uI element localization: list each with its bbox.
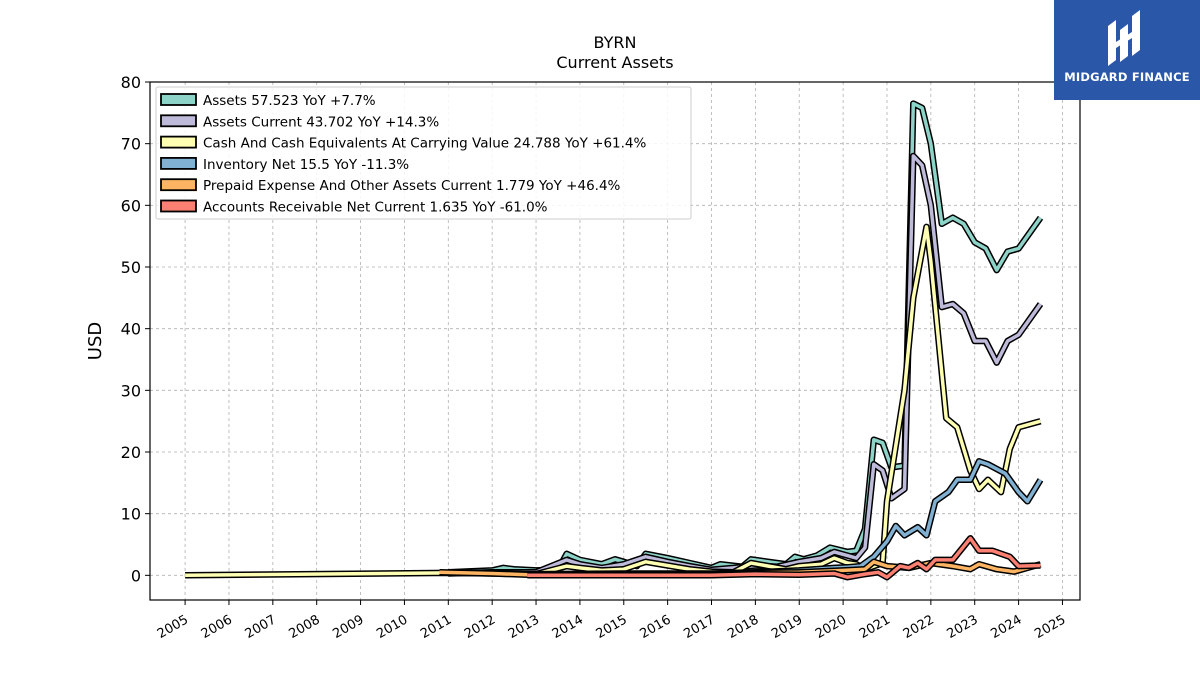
x-tick-label: 2025 bbox=[1032, 612, 1068, 642]
brand-name: MIDGARD FINANCE bbox=[1064, 70, 1190, 84]
legend-frame bbox=[155, 86, 692, 220]
x-tick-label: 2011 bbox=[418, 612, 454, 642]
y-tick-label: 50 bbox=[121, 258, 141, 277]
x-tick-label: 2017 bbox=[681, 612, 717, 642]
y-tick-label: 80 bbox=[121, 73, 141, 92]
legend-swatch bbox=[160, 93, 197, 106]
x-tick-label: 2014 bbox=[550, 612, 586, 642]
series-line bbox=[448, 101, 1042, 575]
legend: Assets 57.523 YoY +7.7% Assets Current 43… bbox=[155, 86, 692, 220]
legend-entry: Assets Current 43.702 YoY +14.3% bbox=[203, 114, 439, 130]
legend-entry: Cash And Cash Equivalents At Carrying Va… bbox=[203, 136, 647, 152]
y-tick-label: 70 bbox=[121, 135, 141, 154]
y-tick-label: 30 bbox=[121, 381, 141, 400]
y-axis-label: USD bbox=[85, 322, 106, 360]
plot-frame bbox=[149, 81, 1081, 601]
legend-entry: Assets 57.523 YoY +7.7% bbox=[203, 93, 376, 109]
x-tick-label: 2015 bbox=[594, 612, 630, 642]
x-tick-label: 2023 bbox=[945, 612, 981, 642]
series-0 bbox=[448, 100, 1044, 576]
series-line bbox=[448, 154, 1042, 576]
series-line bbox=[527, 536, 1041, 579]
y-axis: 0 10 20 30 40 50 60 70 80 bbox=[121, 73, 150, 585]
series-layer bbox=[185, 100, 1044, 581]
x-axis: 2005 2006 2007 2008 2009 2010 2011 2012 2013 2014… bbox=[155, 600, 1068, 642]
legend-swatch bbox=[160, 135, 197, 149]
x-tick-label: 2021 bbox=[857, 612, 893, 642]
legend-entry: Prepaid Expense And Other Assets Current… bbox=[203, 178, 621, 194]
series-line bbox=[185, 225, 1041, 578]
y-tick-label: 40 bbox=[121, 320, 141, 339]
x-tick-label: 2006 bbox=[199, 612, 235, 642]
chart-title: BYRN bbox=[594, 33, 637, 52]
brand-logo: MIDGARD FINANCE bbox=[1054, 0, 1200, 100]
series-1 bbox=[448, 152, 1044, 577]
x-tick-label: 2010 bbox=[374, 612, 410, 642]
x-tick-label: 2020 bbox=[813, 612, 849, 642]
x-tick-label: 2018 bbox=[725, 612, 761, 642]
y-tick-label: 10 bbox=[121, 505, 141, 524]
x-tick-label: 2008 bbox=[287, 612, 323, 642]
chart-subtitle: Current Assets bbox=[556, 53, 673, 72]
x-tick-label: 2007 bbox=[243, 612, 279, 642]
legend-swatch bbox=[160, 199, 197, 213]
legend-entry: Inventory Net 15.5 YoY -11.3% bbox=[203, 157, 409, 173]
legend-entry: Accounts Receivable Net Current 1.635 Yo… bbox=[203, 200, 548, 216]
y-tick-label: 0 bbox=[131, 566, 141, 585]
series-2 bbox=[185, 223, 1042, 579]
x-tick-label: 2012 bbox=[462, 612, 498, 642]
x-tick-label: 2009 bbox=[330, 612, 366, 642]
x-tick-label: 2022 bbox=[901, 612, 937, 642]
series-5 bbox=[527, 535, 1041, 581]
y-tick-label: 20 bbox=[121, 443, 141, 462]
legend-swatch bbox=[160, 156, 197, 170]
x-tick-label: 2016 bbox=[637, 612, 673, 642]
x-tick-label: 2019 bbox=[769, 612, 805, 642]
y-tick-label: 60 bbox=[121, 196, 141, 215]
logo-mark-icon bbox=[1108, 10, 1140, 66]
legend-swatch bbox=[160, 178, 197, 192]
x-tick-label: 2013 bbox=[506, 612, 542, 642]
x-tick-label: 2005 bbox=[155, 612, 191, 642]
legend-swatch bbox=[160, 114, 197, 128]
x-tick-label: 2024 bbox=[988, 612, 1024, 642]
